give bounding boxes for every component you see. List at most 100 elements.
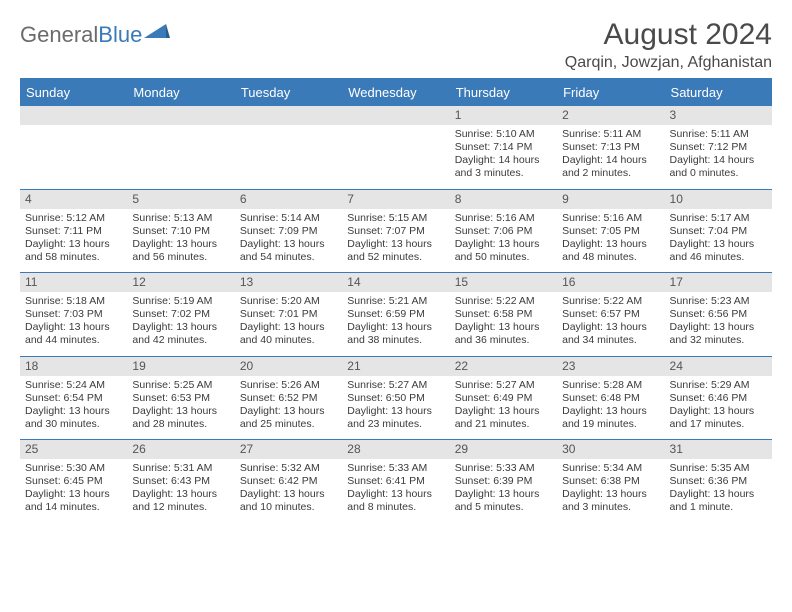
sunset-text: Sunset: 6:39 PM — [455, 475, 552, 488]
day-cell: 8Sunrise: 5:16 AMSunset: 7:06 PMDaylight… — [450, 190, 557, 273]
day-details: Sunrise: 5:13 AMSunset: 7:10 PMDaylight:… — [127, 209, 234, 273]
day-number: 11 — [20, 273, 127, 292]
day-number: 3 — [665, 106, 772, 125]
day-number: 19 — [127, 357, 234, 376]
day-details: Sunrise: 5:19 AMSunset: 7:02 PMDaylight:… — [127, 292, 234, 356]
sunset-text: Sunset: 7:11 PM — [25, 225, 122, 238]
location-label: Qarqin, Jowzjan, Afghanistan — [565, 54, 772, 72]
day-cell-empty — [20, 106, 127, 189]
weekday-monday: Monday — [127, 80, 234, 105]
day-number: 2 — [557, 106, 664, 125]
daylight-text: Daylight: 13 hours and 3 minutes. — [562, 488, 659, 514]
sunrise-text: Sunrise: 5:13 AM — [132, 212, 229, 225]
sunset-text: Sunset: 6:43 PM — [132, 475, 229, 488]
daylight-text: Daylight: 13 hours and 56 minutes. — [132, 238, 229, 264]
sunrise-text: Sunrise: 5:22 AM — [562, 295, 659, 308]
day-cell: 2Sunrise: 5:11 AMSunset: 7:13 PMDaylight… — [557, 106, 664, 189]
week-row: 11Sunrise: 5:18 AMSunset: 7:03 PMDayligh… — [20, 272, 772, 356]
day-details: Sunrise: 5:18 AMSunset: 7:03 PMDaylight:… — [20, 292, 127, 356]
day-cell: 20Sunrise: 5:26 AMSunset: 6:52 PMDayligh… — [235, 357, 342, 440]
day-details: Sunrise: 5:17 AMSunset: 7:04 PMDaylight:… — [665, 209, 772, 273]
sunrise-text: Sunrise: 5:27 AM — [347, 379, 444, 392]
day-cell: 28Sunrise: 5:33 AMSunset: 6:41 PMDayligh… — [342, 440, 449, 523]
daylight-text: Daylight: 13 hours and 40 minutes. — [240, 321, 337, 347]
day-details: Sunrise: 5:27 AMSunset: 6:50 PMDaylight:… — [342, 376, 449, 440]
sunset-text: Sunset: 6:38 PM — [562, 475, 659, 488]
daylight-text: Daylight: 13 hours and 28 minutes. — [132, 405, 229, 431]
sunset-text: Sunset: 7:12 PM — [670, 141, 767, 154]
day-cell: 22Sunrise: 5:27 AMSunset: 6:49 PMDayligh… — [450, 357, 557, 440]
day-details: Sunrise: 5:11 AMSunset: 7:13 PMDaylight:… — [557, 125, 664, 189]
day-cell: 21Sunrise: 5:27 AMSunset: 6:50 PMDayligh… — [342, 357, 449, 440]
daylight-text: Daylight: 13 hours and 30 minutes. — [25, 405, 122, 431]
day-cell: 23Sunrise: 5:28 AMSunset: 6:48 PMDayligh… — [557, 357, 664, 440]
weekday-friday: Friday — [557, 80, 664, 105]
sunset-text: Sunset: 6:45 PM — [25, 475, 122, 488]
day-details: Sunrise: 5:10 AMSunset: 7:14 PMDaylight:… — [450, 125, 557, 189]
sunrise-text: Sunrise: 5:15 AM — [347, 212, 444, 225]
sunset-text: Sunset: 6:36 PM — [670, 475, 767, 488]
day-number: 7 — [342, 190, 449, 209]
day-number: 20 — [235, 357, 342, 376]
sunrise-text: Sunrise: 5:18 AM — [25, 295, 122, 308]
day-number: 6 — [235, 190, 342, 209]
logo-word1: General — [20, 22, 98, 47]
weekday-thursday: Thursday — [450, 80, 557, 105]
sunset-text: Sunset: 6:59 PM — [347, 308, 444, 321]
day-details: Sunrise: 5:25 AMSunset: 6:53 PMDaylight:… — [127, 376, 234, 440]
day-number: 12 — [127, 273, 234, 292]
daylight-text: Daylight: 13 hours and 5 minutes. — [455, 488, 552, 514]
sunset-text: Sunset: 7:06 PM — [455, 225, 552, 238]
sunrise-text: Sunrise: 5:10 AM — [455, 128, 552, 141]
daylight-text: Daylight: 13 hours and 54 minutes. — [240, 238, 337, 264]
sunrise-text: Sunrise: 5:26 AM — [240, 379, 337, 392]
sunrise-text: Sunrise: 5:27 AM — [455, 379, 552, 392]
weekday-tuesday: Tuesday — [235, 80, 342, 105]
day-cell: 3Sunrise: 5:11 AMSunset: 7:12 PMDaylight… — [665, 106, 772, 189]
week-row: 25Sunrise: 5:30 AMSunset: 6:45 PMDayligh… — [20, 439, 772, 523]
day-cell: 7Sunrise: 5:15 AMSunset: 7:07 PMDaylight… — [342, 190, 449, 273]
sunset-text: Sunset: 6:58 PM — [455, 308, 552, 321]
sunrise-text: Sunrise: 5:14 AM — [240, 212, 337, 225]
sunset-text: Sunset: 6:41 PM — [347, 475, 444, 488]
sunset-text: Sunset: 7:02 PM — [132, 308, 229, 321]
day-cell: 5Sunrise: 5:13 AMSunset: 7:10 PMDaylight… — [127, 190, 234, 273]
daylight-text: Daylight: 13 hours and 10 minutes. — [240, 488, 337, 514]
week-row: 1Sunrise: 5:10 AMSunset: 7:14 PMDaylight… — [20, 105, 772, 189]
day-details: Sunrise: 5:21 AMSunset: 6:59 PMDaylight:… — [342, 292, 449, 356]
day-number: 14 — [342, 273, 449, 292]
sunrise-text: Sunrise: 5:33 AM — [455, 462, 552, 475]
daylight-text: Daylight: 13 hours and 44 minutes. — [25, 321, 122, 347]
day-cell: 13Sunrise: 5:20 AMSunset: 7:01 PMDayligh… — [235, 273, 342, 356]
day-number: 24 — [665, 357, 772, 376]
day-details: Sunrise: 5:29 AMSunset: 6:46 PMDaylight:… — [665, 376, 772, 440]
daylight-text: Daylight: 13 hours and 8 minutes. — [347, 488, 444, 514]
daylight-text: Daylight: 13 hours and 21 minutes. — [455, 405, 552, 431]
weekday-saturday: Saturday — [665, 80, 772, 105]
week-row: 4Sunrise: 5:12 AMSunset: 7:11 PMDaylight… — [20, 189, 772, 273]
sunrise-text: Sunrise: 5:19 AM — [132, 295, 229, 308]
day-cell: 17Sunrise: 5:23 AMSunset: 6:56 PMDayligh… — [665, 273, 772, 356]
sunrise-text: Sunrise: 5:21 AM — [347, 295, 444, 308]
daylight-text: Daylight: 13 hours and 34 minutes. — [562, 321, 659, 347]
day-details: Sunrise: 5:34 AMSunset: 6:38 PMDaylight:… — [557, 459, 664, 523]
sunrise-text: Sunrise: 5:17 AM — [670, 212, 767, 225]
day-number: 4 — [20, 190, 127, 209]
title-block: August 2024 Qarqin, Jowzjan, Afghanistan — [565, 18, 772, 72]
day-details: Sunrise: 5:26 AMSunset: 6:52 PMDaylight:… — [235, 376, 342, 440]
sunset-text: Sunset: 6:46 PM — [670, 392, 767, 405]
day-number: 9 — [557, 190, 664, 209]
sunset-text: Sunset: 7:10 PM — [132, 225, 229, 238]
day-number — [20, 106, 127, 125]
weekday-header-row: SundayMondayTuesdayWednesdayThursdayFrid… — [20, 80, 772, 105]
sunset-text: Sunset: 6:56 PM — [670, 308, 767, 321]
day-number: 8 — [450, 190, 557, 209]
day-cell: 14Sunrise: 5:21 AMSunset: 6:59 PMDayligh… — [342, 273, 449, 356]
daylight-text: Daylight: 13 hours and 38 minutes. — [347, 321, 444, 347]
day-cell: 1Sunrise: 5:10 AMSunset: 7:14 PMDaylight… — [450, 106, 557, 189]
day-number: 16 — [557, 273, 664, 292]
day-number: 1 — [450, 106, 557, 125]
day-details: Sunrise: 5:11 AMSunset: 7:12 PMDaylight:… — [665, 125, 772, 189]
day-number: 15 — [450, 273, 557, 292]
sunset-text: Sunset: 7:14 PM — [455, 141, 552, 154]
